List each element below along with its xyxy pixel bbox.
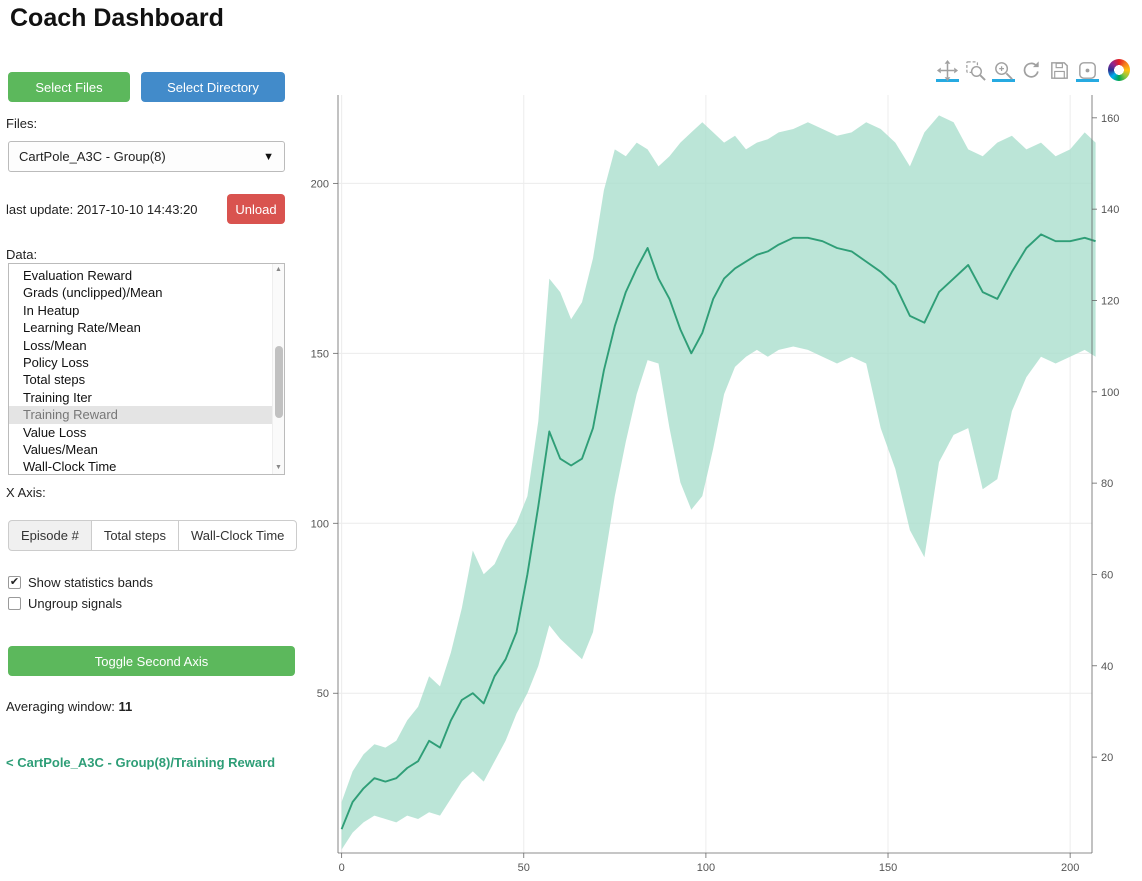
- files-label: Files:: [6, 116, 38, 131]
- listbox-scrollbar[interactable]: ▲ ▼: [272, 264, 284, 474]
- svg-text:0: 0: [339, 862, 345, 874]
- svg-text:100: 100: [311, 518, 329, 530]
- data-list-items: Evaluation Reward Grads (unclipped)/Mean I…: [9, 264, 284, 475]
- svg-text:40: 40: [1101, 661, 1113, 673]
- checkbox-label: Show statistics bands: [28, 575, 154, 590]
- hover-tool-icon[interactable]: [1076, 59, 1099, 82]
- checkbox[interactable]: ✔: [8, 576, 21, 589]
- svg-text:20: 20: [1101, 752, 1113, 764]
- x-axis-button-group: Episode # Total steps Wall-Clock Time: [8, 520, 298, 551]
- last-update-text: last update: 2017-10-10 14:43:20: [6, 202, 198, 217]
- averaging-window-label: Averaging window: 11: [6, 699, 132, 714]
- data-list-item[interactable]: Total steps: [23, 372, 86, 388]
- files-dropdown[interactable]: CartPole_A3C - Group(8) ▼: [8, 141, 285, 172]
- bokeh-toolbar: [936, 59, 1130, 82]
- svg-text:100: 100: [1101, 387, 1119, 399]
- svg-text:200: 200: [311, 178, 329, 190]
- averaging-value: 11: [118, 699, 133, 714]
- select-files-button[interactable]: Select Files: [8, 72, 130, 102]
- svg-text:160: 160: [1101, 113, 1119, 125]
- reset-tool-icon[interactable]: [1020, 59, 1043, 82]
- averaging-label-text: Averaging window:: [6, 699, 115, 714]
- data-list-item[interactable]: Training Iter: [23, 389, 92, 405]
- svg-text:150: 150: [879, 862, 897, 874]
- svg-text:140: 140: [1101, 204, 1119, 216]
- svg-text:120: 120: [1101, 295, 1119, 307]
- bokeh-logo[interactable]: [1108, 59, 1130, 81]
- x-axis-label: X Axis:: [6, 485, 46, 500]
- svg-text:50: 50: [317, 688, 329, 700]
- scroll-down-icon[interactable]: ▼: [275, 464, 282, 471]
- data-list-item[interactable]: Learning Rate/Mean: [23, 320, 141, 336]
- save-tool-icon[interactable]: [1048, 59, 1071, 82]
- page-title: Coach Dashboard: [10, 4, 224, 32]
- training-reward-chart[interactable]: 50 100 150 200 0 50 100 150 200 20 40 60 80 100 120 140…: [300, 85, 1142, 881]
- files-dropdown-value: CartPole_A3C - Group(8): [19, 149, 166, 164]
- scrollbar-thumb[interactable]: [275, 346, 283, 418]
- checkbox-row: Ungroup signals: [8, 596, 153, 611]
- data-list-item[interactable]: Value Loss: [23, 424, 87, 440]
- data-list-item[interactable]: In Heatup: [23, 302, 80, 318]
- data-list-item[interactable]: Values/Mean: [23, 442, 98, 458]
- data-list-item[interactable]: Wall-Clock Time: [23, 459, 117, 475]
- svg-text:60: 60: [1101, 569, 1113, 581]
- x-axis-option-button[interactable]: Episode #: [8, 520, 92, 551]
- data-list-item[interactable]: Grads (unclipped)/Mean: [23, 285, 163, 301]
- data-list-item[interactable]: Training Reward: [9, 406, 284, 424]
- svg-text:50: 50: [518, 862, 530, 874]
- checkbox-label: Ungroup signals: [28, 596, 122, 611]
- data-label: Data:: [6, 247, 38, 262]
- data-list-item[interactable]: Evaluation Reward: [23, 268, 133, 283]
- data-listbox[interactable]: Evaluation Reward Grads (unclipped)/Mean I…: [8, 263, 285, 475]
- checkbox[interactable]: [8, 597, 21, 610]
- scroll-up-icon[interactable]: ▲: [275, 266, 282, 273]
- box-zoom-tool-icon[interactable]: [964, 59, 987, 82]
- dropdown-caret-icon: ▼: [263, 150, 274, 163]
- chart-panel: 50 100 150 200 0 50 100 150 200 20 40 60 80 100 120 140…: [300, 55, 1142, 881]
- x-axis-option-button[interactable]: Wall-Clock Time: [177, 520, 298, 551]
- pan-tool-icon[interactable]: [936, 59, 959, 82]
- data-list-item[interactable]: Policy Loss: [23, 355, 89, 371]
- toggle-second-axis-button[interactable]: Toggle Second Axis: [8, 646, 295, 676]
- svg-text:100: 100: [697, 862, 715, 874]
- checkbox-row: ✔ Show statistics bands: [8, 575, 153, 590]
- wheel-zoom-tool-icon[interactable]: [992, 59, 1015, 82]
- svg-text:80: 80: [1101, 478, 1113, 490]
- checkbox-group: ✔ Show statistics bands Ungroup signals: [8, 575, 153, 617]
- unload-button[interactable]: Unload: [227, 194, 285, 224]
- breadcrumb-link[interactable]: < CartPole_A3C - Group(8)/Training Rewar…: [6, 755, 276, 770]
- data-list-item[interactable]: Loss/Mean: [23, 337, 87, 353]
- svg-text:200: 200: [1061, 862, 1079, 874]
- x-axis-option-button[interactable]: Total steps: [90, 520, 179, 551]
- svg-text:150: 150: [311, 348, 329, 360]
- select-directory-button[interactable]: Select Directory: [141, 72, 285, 102]
